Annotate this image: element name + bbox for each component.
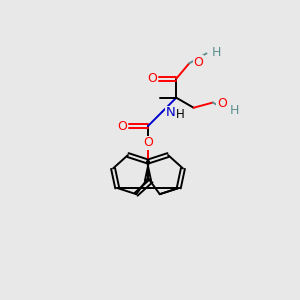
Text: H: H — [176, 108, 185, 122]
Text: O: O — [143, 136, 153, 149]
Text: O: O — [193, 56, 203, 69]
Text: O: O — [117, 119, 127, 133]
Text: O: O — [217, 97, 227, 110]
Text: O: O — [147, 72, 157, 85]
Text: N: N — [166, 106, 176, 119]
Text: H: H — [212, 46, 221, 59]
Text: H: H — [230, 104, 239, 117]
